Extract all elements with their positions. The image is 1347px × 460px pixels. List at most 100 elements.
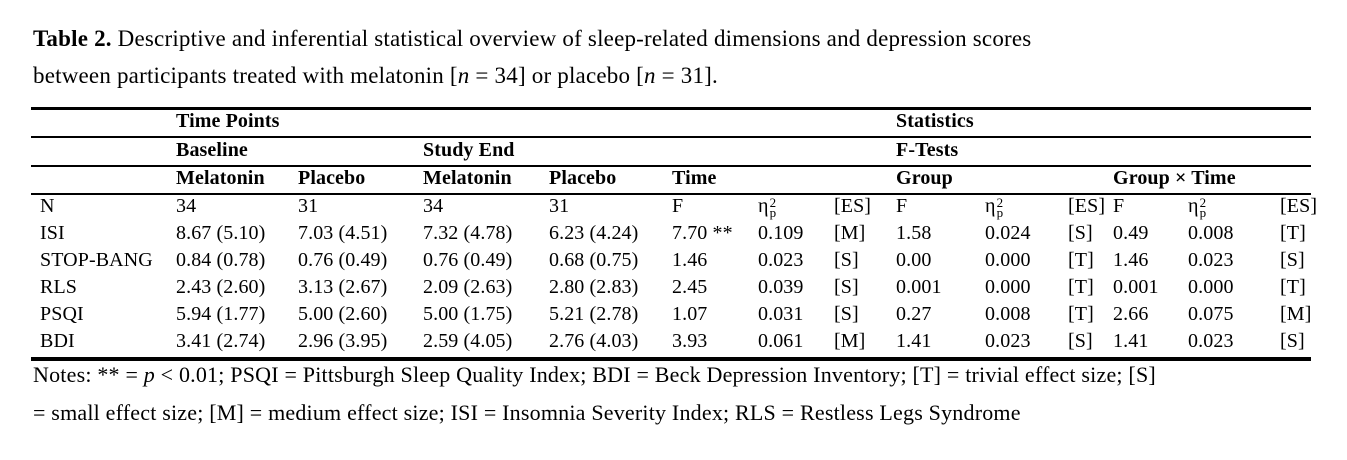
placebo-header: Placebo <box>298 166 423 195</box>
stat-cell: 0.001 <box>896 276 942 298</box>
table-number: Table 2. <box>33 26 112 51</box>
stat-cell: 0.001 <box>1113 276 1159 298</box>
descriptive-cell: 6.23 (4.24) <box>549 222 639 244</box>
row-label: RLS <box>40 276 77 298</box>
stat-cell: [S] <box>1280 249 1305 271</box>
row-label: N <box>40 195 55 217</box>
stat-cell: [S] <box>834 249 859 271</box>
stat-cell: [S] <box>1068 330 1093 352</box>
table-row-rls: RLS 2.43 (2.60) 3.13 (2.67) 2.09 (2.63) 2.80… <box>31 276 1311 303</box>
descriptive-cell: 0.76 (0.49) <box>423 249 513 271</box>
baseline-spanner: Baseline <box>176 137 423 167</box>
descriptive-cell: 2.96 (3.95) <box>298 330 388 352</box>
time-points-spanner: Time Points <box>176 108 897 138</box>
stat-cell: 1.07 <box>672 303 708 325</box>
descriptive-cell: 5.00 (1.75) <box>423 303 513 325</box>
study-end-spanner: Study End <box>423 137 897 167</box>
stat-cell: 1.41 <box>896 330 932 352</box>
time-header: Time <box>672 166 897 195</box>
stat-cell: 0.000 <box>985 276 1031 298</box>
descriptive-cell: 2.80 (2.83) <box>549 276 639 298</box>
stat-cell: [M] <box>1280 303 1312 325</box>
stat-cell: [S] <box>834 303 859 325</box>
stat-cell: 0.27 <box>896 303 932 325</box>
table-notes: Notes: ** = p < 0.01; PSQI = Pittsburgh … <box>33 362 1156 425</box>
stat-cell: [S] <box>1068 222 1093 244</box>
empty-cell <box>31 137 176 167</box>
stat-cell: 0.000 <box>1188 276 1234 298</box>
placebo-header: Placebo <box>549 166 672 195</box>
stat-cell: [T] <box>1280 276 1306 298</box>
n-value-cell: 34 <box>176 195 197 217</box>
stat-cell: 0.008 <box>985 303 1031 325</box>
header-spanner-row-2: Baseline Study End F-Tests <box>31 137 1312 167</box>
f-column-header: F <box>896 195 908 217</box>
table-caption: Table 2. Descriptive and inferential sta… <box>33 20 1333 94</box>
stat-cell: 0.023 <box>758 249 804 271</box>
header-spanner-row-1: Time Points Statistics <box>31 108 1312 138</box>
es-column-header: [ES] <box>1280 195 1318 217</box>
stat-cell: 3.93 <box>672 330 708 352</box>
stat-cell: 0.023 <box>1188 330 1234 352</box>
header-spanner-row-3: Melatonin Placebo Melatonin Placebo Time… <box>31 166 1312 195</box>
stat-cell: 2.66 <box>1113 303 1149 325</box>
stat-cell: 1.58 <box>896 222 932 244</box>
f-column-header: F <box>672 195 684 217</box>
descriptive-cell: 5.94 (1.77) <box>176 303 266 325</box>
stat-cell: [T] <box>1068 303 1094 325</box>
descriptive-cell: 0.84 (0.78) <box>176 249 266 271</box>
descriptive-cell: 8.67 (5.10) <box>176 222 266 244</box>
stat-cell: [T] <box>1068 276 1094 298</box>
stat-cell: 1.41 <box>1113 330 1149 352</box>
stat-cell: 0.039 <box>758 276 804 298</box>
stat-cell: 0.031 <box>758 303 804 325</box>
descriptive-cell: 5.00 (2.60) <box>298 303 388 325</box>
stat-cell: [M] <box>834 222 866 244</box>
stat-cell: 0.024 <box>985 222 1031 244</box>
descriptive-cell: 0.76 (0.49) <box>298 249 388 271</box>
stat-cell: 0.023 <box>1188 249 1234 271</box>
descriptive-cell: 2.43 (2.60) <box>176 276 266 298</box>
melatonin-header: Melatonin <box>423 166 549 195</box>
table-container: Time Points Statistics Baseline Study En… <box>31 107 1318 361</box>
stat-cell: 7.70 ** <box>672 222 733 244</box>
group-time-header: Group × Time <box>1113 166 1312 195</box>
descriptive-cell: 3.13 (2.67) <box>298 276 388 298</box>
stat-cell: [M] <box>834 330 866 352</box>
descriptive-cell: 2.09 (2.63) <box>423 276 513 298</box>
statistics-spanner: Statistics <box>896 108 1312 138</box>
table-row-isi: ISI 8.67 (5.10) 7.03 (4.51) 7.32 (4.78) 6.23… <box>31 222 1311 249</box>
stat-cell: 2.45 <box>672 276 708 298</box>
stat-cell: 0.109 <box>758 222 804 244</box>
table-caption-text: Descriptive and inferential statistical … <box>33 26 1032 88</box>
melatonin-header: Melatonin <box>176 166 298 195</box>
stat-cell: 0.075 <box>1188 303 1234 325</box>
descriptive-cell: 5.21 (2.78) <box>549 303 639 325</box>
stat-cell: [S] <box>834 276 859 298</box>
stat-cell: 1.46 <box>672 249 708 271</box>
stat-cell: [S] <box>1280 330 1305 352</box>
f-tests-spanner: F-Tests <box>896 137 1312 167</box>
stat-cell: [T] <box>1068 249 1094 271</box>
row-label: PSQI <box>40 303 84 325</box>
empty-cell <box>31 166 176 195</box>
table-row-bdi: BDI 3.41 (2.74) 2.96 (3.95) 2.59 (4.05) 2.76… <box>31 330 1311 359</box>
table-row-stop-bang: STOP-BANG 0.84 (0.78) 0.76 (0.49) 0.76 (0.4… <box>31 249 1311 276</box>
stat-cell: 0.49 <box>1113 222 1149 244</box>
empty-cell <box>31 108 176 138</box>
stat-cell: 0.008 <box>1188 222 1234 244</box>
descriptive-cell: 3.41 (2.74) <box>176 330 266 352</box>
descriptive-cell: 7.32 (4.78) <box>423 222 513 244</box>
n-value-cell: 34 <box>423 195 444 217</box>
f-column-header: F <box>1113 195 1125 217</box>
group-header: Group <box>896 166 1114 195</box>
